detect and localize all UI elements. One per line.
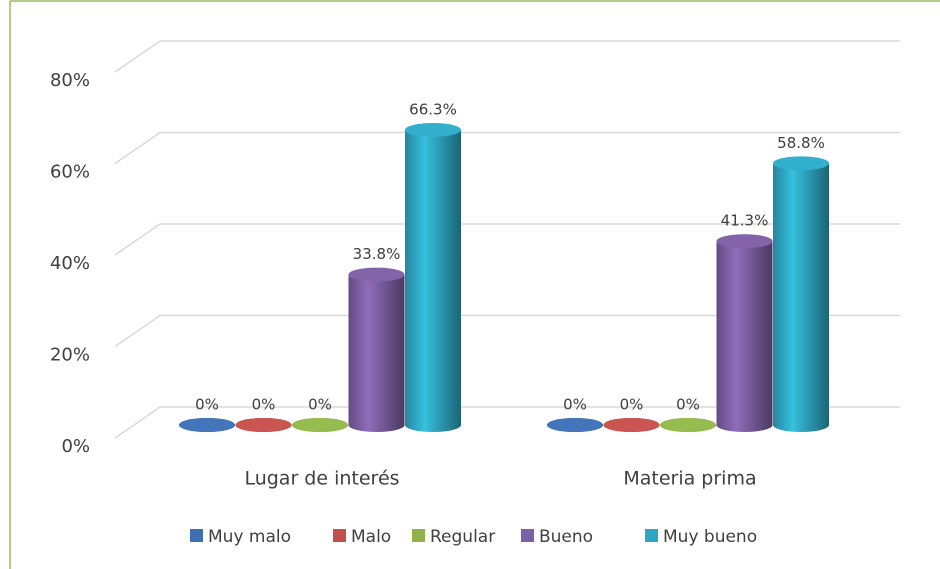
bar-body [348,274,405,425]
grid-line [114,40,900,73]
y-tick-label: 0% [61,436,90,457]
value-label: 0% [620,396,644,414]
bar-base [716,418,773,432]
y-tick-label: 20% [50,345,90,366]
bar-body [405,129,461,425]
value-label: 0% [195,396,219,414]
legend-label: Muy bueno [663,527,757,547]
value-label: 0% [676,396,700,414]
bar-body [716,241,773,425]
bar-top [179,418,235,432]
y-tick-label: 60% [50,162,90,183]
legend-label: Regular [430,527,495,547]
value-label: 58.8% [777,134,825,152]
bar-top [773,156,829,171]
value-label: 0% [252,396,276,414]
bar-body [773,163,829,425]
legend-label: Bueno [539,527,593,547]
bar-base [405,418,461,432]
grid-line [114,314,900,348]
legend-swatch [412,529,425,542]
legend-swatch [521,529,534,542]
grid-line [114,131,900,165]
x-tick-label: Lugar de interés [244,468,399,490]
legend-swatch [645,529,658,542]
bar-base [348,418,405,432]
value-label: 0% [308,396,332,414]
bar-top [235,418,292,432]
value-label: 0% [563,396,587,414]
value-label: 41.3% [721,212,769,230]
bar-top [547,418,603,432]
legend-label: Muy malo [208,527,291,547]
y-tick-label: 40% [50,253,90,274]
bar-top [716,234,773,249]
grid-line [114,406,900,439]
bar-base [773,418,829,432]
bar-top [348,267,405,282]
legend-label: Malo [351,527,391,547]
bar-top [292,418,348,432]
legend-swatch [333,529,346,542]
bar-top [405,122,461,137]
y-tick-label: 80% [50,70,90,91]
bar-top [660,418,716,432]
grid-line [114,223,900,256]
value-label: 66.3% [409,100,457,118]
value-label: 33.8% [353,245,401,263]
legend-swatch [190,529,203,542]
x-tick-label: Materia prima [623,468,756,490]
bar-top [603,418,660,432]
